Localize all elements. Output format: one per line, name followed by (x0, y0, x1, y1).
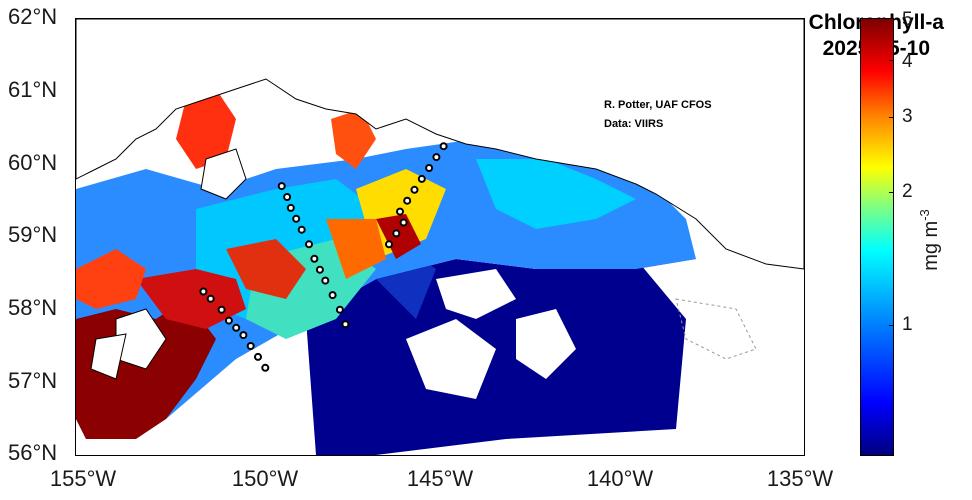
station-marker (261, 363, 270, 372)
station-marker (224, 316, 233, 325)
station-marker (439, 142, 448, 151)
station-marker (305, 240, 313, 249)
lon-tick-140: 140°W (586, 466, 654, 491)
station-marker (385, 240, 393, 249)
lon-tick-135: 135°W (766, 466, 834, 491)
station-marker (410, 185, 419, 194)
lon-tick-150: 150°W (231, 466, 299, 491)
credit-text: R. Potter, UAF CFOS (604, 99, 712, 111)
colorbar-tick-mark (889, 325, 894, 326)
station-marker (403, 196, 412, 205)
lat-tick-61: 61°N (8, 77, 58, 102)
station-marker (246, 342, 255, 350)
colorbar-tick-mark (889, 117, 894, 118)
station-marker (283, 193, 292, 201)
chlorophyll-map (75, 18, 805, 456)
lon-tick-145: 145°W (406, 466, 474, 491)
station-marker (232, 323, 241, 332)
station-marker (315, 265, 324, 274)
lat-tick-62: 62°N (8, 4, 58, 29)
land-mass (76, 19, 804, 380)
lat-tick-60: 60°N (8, 150, 58, 175)
unit-exponent: -3 (917, 209, 933, 221)
colorbar-unit-label: mg m-3 (917, 209, 943, 271)
station-marker (292, 214, 301, 223)
lat-tick-58: 58°N (8, 295, 58, 320)
station-track (199, 142, 448, 372)
colorbar-tick-mark (889, 60, 894, 61)
colorbar-tick-2: 2 (902, 181, 913, 202)
station-marker (341, 320, 350, 329)
station-marker (396, 207, 404, 216)
station-marker (297, 225, 306, 234)
colorbar-tick-4: 4 (902, 51, 913, 72)
station-marker (206, 294, 215, 303)
station-marker (286, 203, 295, 212)
station-marker (335, 305, 344, 314)
colorbar-tick-3: 3 (902, 106, 913, 127)
station-marker (310, 254, 319, 263)
colorbar-tick-mark (889, 18, 894, 19)
lat-tick-59: 59°N (8, 222, 58, 247)
colorbar-tick-mark (889, 192, 894, 193)
lat-tick-56: 56°N (8, 440, 58, 465)
station-marker (432, 153, 441, 162)
lon-tick-155: 155°W (49, 466, 117, 491)
colorbar-tick-5: 5 (902, 9, 913, 30)
data-source-text: Data: VIIRS (604, 118, 664, 130)
colorbar (860, 18, 894, 456)
station-marker (217, 305, 226, 314)
station-marker (239, 331, 248, 340)
station-marker (399, 218, 408, 227)
station-marker (392, 229, 401, 238)
station-marker (328, 291, 337, 300)
station-marker (277, 182, 286, 191)
unit-base: mg m (919, 220, 942, 271)
colorbar-tick-1: 1 (902, 314, 913, 335)
station-marker (425, 164, 434, 172)
station-marker (254, 352, 262, 361)
station-marker (199, 287, 208, 296)
map-canvas (76, 19, 804, 455)
station-marker (417, 174, 426, 183)
credit-block: R. Potter, UAF CFOS Data: VIIRS (604, 96, 712, 134)
lat-tick-57: 57°N (8, 368, 58, 393)
station-marker (321, 276, 330, 285)
